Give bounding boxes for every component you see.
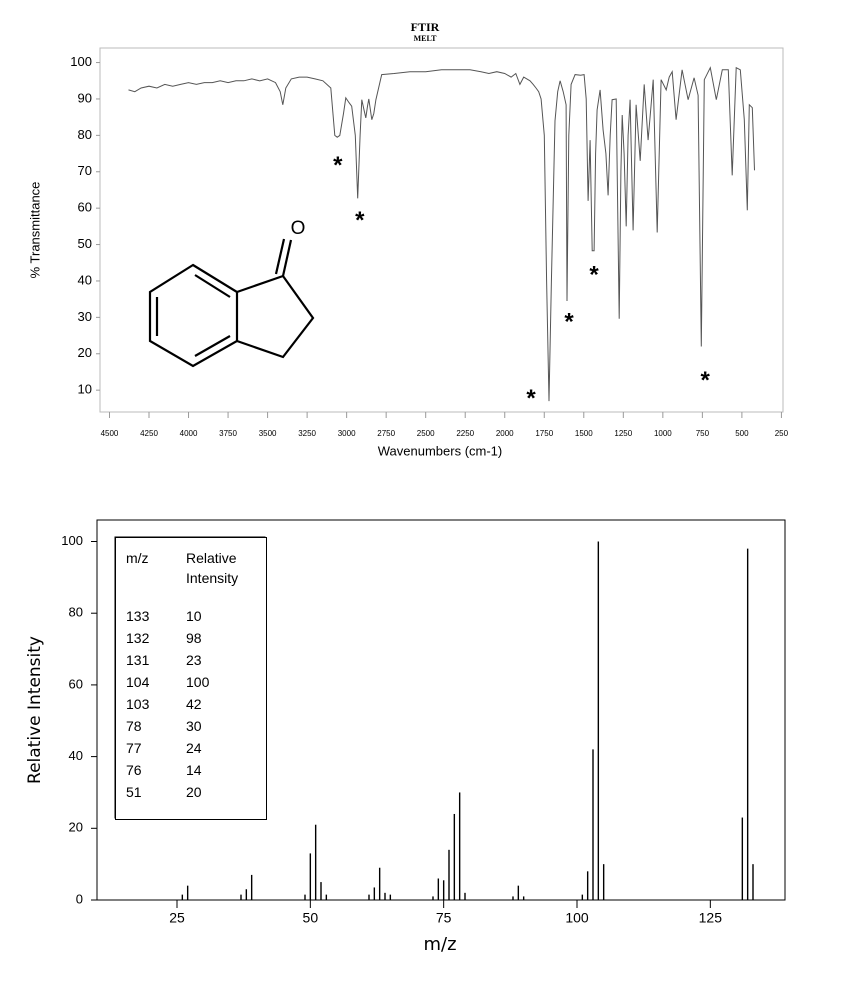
peak-marker: *	[526, 385, 536, 412]
table-row: 77 24	[126, 740, 266, 762]
carbonyl-bond	[274, 238, 286, 275]
y-tick-label: 30	[78, 309, 92, 324]
table-row: 104 100	[126, 674, 266, 696]
x-tick-label: 2250	[456, 429, 474, 438]
benzene-ring	[148, 263, 239, 368]
x-tick-label: 1750	[535, 429, 553, 438]
table-cell: 103	[126, 696, 150, 712]
table-row: 133 10	[126, 608, 266, 630]
bond	[194, 335, 231, 357]
peak-table: m/z Relative Intensity 133 10 132 98 131 23 104 1…	[115, 537, 267, 820]
x-tick-label: 100	[565, 910, 589, 926]
y-tick-label: 80	[78, 127, 92, 142]
table-row: 51 20	[126, 784, 266, 806]
table-cell: 100	[186, 674, 210, 690]
table-row: 78 30	[126, 718, 266, 740]
plot-frame	[96, 519, 786, 901]
y-tick-label: 40	[69, 748, 83, 763]
table-cell: 131	[126, 652, 150, 668]
table-cell: 42	[186, 696, 202, 712]
five-ring	[236, 274, 315, 359]
y-tick-label: 10	[78, 382, 92, 397]
x-axis-label: m/z	[423, 934, 456, 955]
plot-frame	[99, 47, 784, 413]
table-row: 131 23	[126, 652, 266, 674]
table-cell: 23	[186, 652, 202, 668]
peak-marker: *	[333, 152, 343, 179]
y-tick-label: 20	[69, 820, 83, 835]
y-axis-label: % Transmittance	[27, 182, 42, 279]
x-tick-label: 3750	[219, 429, 237, 438]
chart-subtitle: MELT	[414, 34, 437, 43]
table-cell: 132	[126, 630, 150, 646]
y-tick-label: 60	[69, 676, 83, 691]
y-axis-label: Relative Intensity	[25, 636, 45, 784]
table-cell: 98	[186, 630, 202, 646]
table-row: 132 98	[126, 630, 266, 652]
molecule	[148, 238, 315, 368]
peak-marker: *	[701, 367, 711, 394]
x-tick-label: 1500	[575, 429, 593, 438]
y-tick-label: 70	[78, 163, 92, 178]
table-cell: 24	[186, 740, 202, 756]
y-tick-label: 90	[78, 90, 92, 105]
atom-label: O	[291, 218, 306, 239]
x-tick-label: 1250	[614, 429, 632, 438]
y-tick-label: 100	[61, 533, 83, 548]
y-tick-label: 80	[69, 605, 83, 620]
x-tick-label: 750	[696, 429, 710, 438]
table-cell: 104	[126, 674, 150, 690]
table-cell: 14	[186, 762, 202, 778]
y-tick-label: 60	[78, 200, 92, 215]
x-tick-label: 25	[169, 910, 185, 926]
y-tick-label: 0	[76, 891, 83, 906]
x-tick-label: 4250	[140, 429, 158, 438]
x-tick-label: 2000	[496, 429, 514, 438]
x-axis-label: Wavenumbers (cm-1)	[378, 443, 502, 458]
x-tick-label: 125	[699, 910, 723, 926]
x-tick-label: 2750	[377, 429, 395, 438]
table: m/z Relative Intensity 133 10 132 98 131 23 104 1…	[126, 548, 266, 806]
y-tick-label: 40	[78, 272, 92, 287]
table-cell: Relative Intensity	[186, 550, 239, 586]
table-cell: 133	[126, 608, 150, 624]
x-tick-label: 50	[303, 910, 319, 926]
y-tick-label: 100	[70, 54, 92, 69]
table-cell: 77	[126, 740, 142, 756]
x-tick-label: 4000	[180, 429, 198, 438]
table-cell: 30	[186, 718, 202, 734]
y-tick-label: 50	[78, 236, 92, 251]
peak-marker: *	[589, 261, 599, 288]
carbonyl-bond	[281, 239, 293, 277]
x-tick-label: 3000	[338, 429, 356, 438]
table-cell: 10	[186, 608, 202, 624]
spectrum-line	[128, 66, 755, 402]
x-tick-label: 250	[775, 429, 789, 438]
bond	[194, 274, 231, 298]
peak-marker: *	[355, 207, 365, 234]
table-row: 103 42	[126, 696, 266, 718]
table-cell: 20	[186, 784, 202, 800]
x-tick-label: 500	[735, 429, 749, 438]
peak-marker: *	[564, 309, 574, 336]
table-cell: 78	[126, 718, 142, 734]
x-tick-label: 4500	[101, 429, 119, 438]
x-tick-label: 1000	[654, 429, 672, 438]
table-cell: 76	[126, 762, 142, 778]
table-cell: 51	[126, 784, 142, 800]
table-row: 76 14	[126, 762, 266, 784]
x-tick-label: 75	[436, 910, 452, 926]
y-tick-label: 20	[78, 345, 92, 360]
chart-title: FTIR	[411, 20, 440, 34]
x-tick-label: 2500	[417, 429, 435, 438]
x-tick-label: 3500	[259, 429, 277, 438]
x-tick-label: 3250	[298, 429, 316, 438]
table-cell: m/z	[126, 550, 149, 566]
table-row: m/z Relative Intensity	[126, 548, 266, 608]
